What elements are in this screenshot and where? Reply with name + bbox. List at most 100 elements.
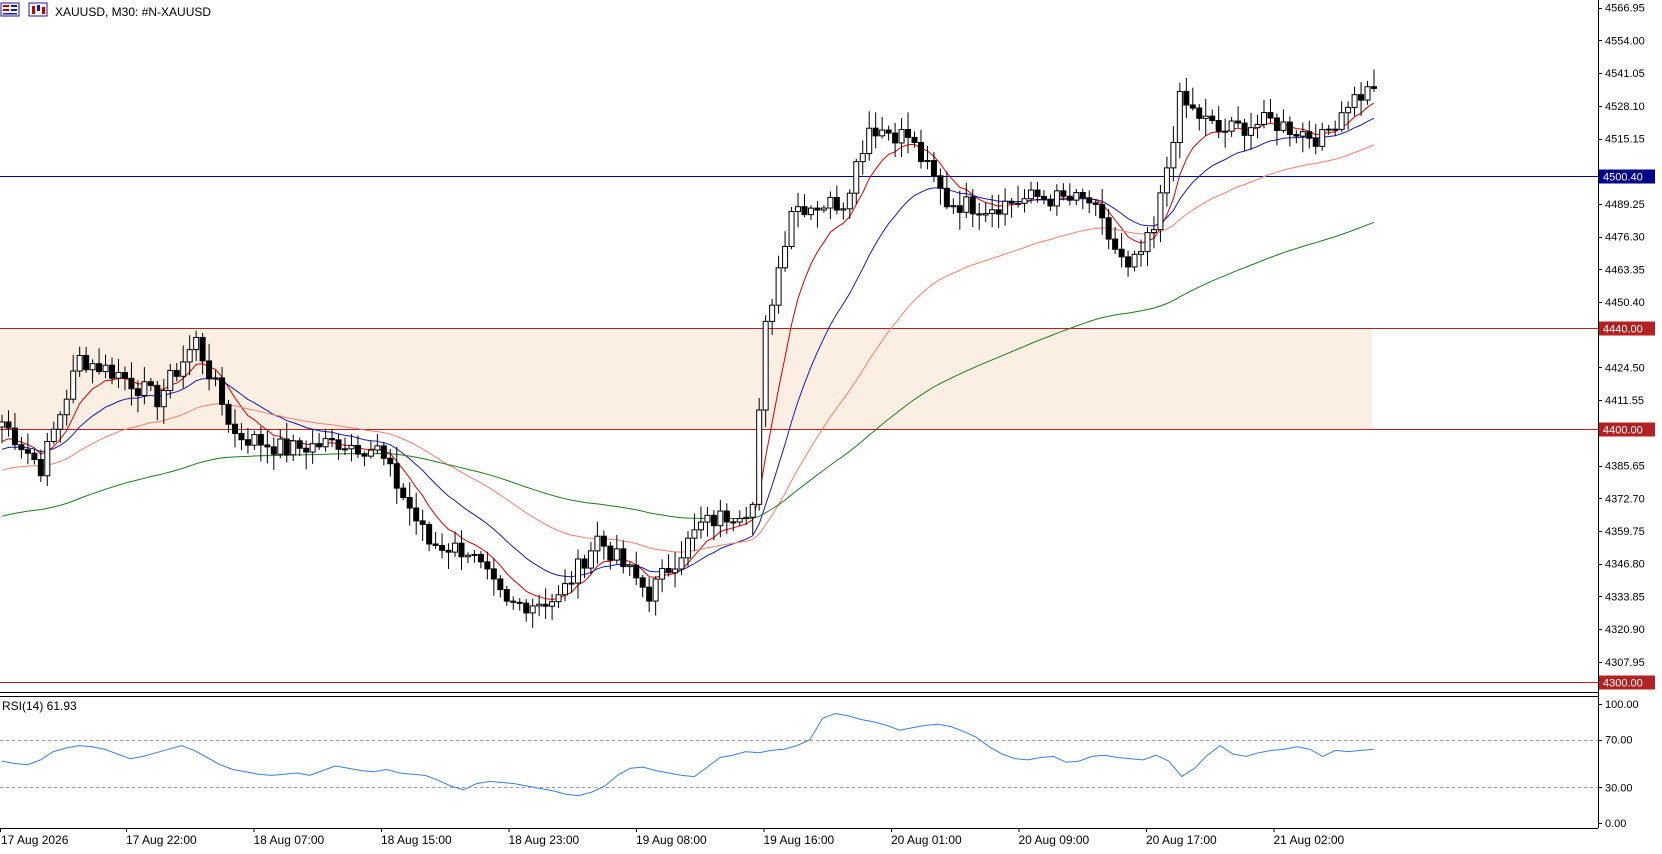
candle[interactable]: [251, 430, 258, 450]
candle[interactable]: [820, 205, 827, 213]
candle[interactable]: [1079, 188, 1086, 210]
candle[interactable]: [659, 559, 666, 593]
candle[interactable]: [89, 359, 96, 384]
candle[interactable]: [464, 552, 471, 563]
candle[interactable]: [730, 517, 737, 532]
candle[interactable]: [1241, 118, 1248, 151]
candle[interactable]: [1170, 126, 1177, 182]
candle[interactable]: [484, 551, 491, 580]
candle[interactable]: [665, 554, 672, 577]
candle[interactable]: [885, 125, 892, 141]
candle[interactable]: [1319, 122, 1326, 151]
candle[interactable]: [866, 111, 873, 161]
candle[interactable]: [342, 437, 348, 456]
candle[interactable]: [555, 585, 562, 608]
candle[interactable]: [452, 531, 459, 557]
candle[interactable]: [1299, 122, 1306, 153]
candle[interactable]: [367, 440, 374, 459]
candle[interactable]: [937, 168, 944, 205]
candle[interactable]: [917, 129, 924, 169]
candle[interactable]: [225, 399, 232, 433]
candle[interactable]: [697, 506, 704, 539]
candle[interactable]: [1105, 209, 1112, 250]
candle[interactable]: [859, 140, 866, 175]
candle[interactable]: [167, 363, 174, 399]
candle[interactable]: [490, 558, 497, 596]
candle[interactable]: [374, 433, 381, 455]
candle[interactable]: [581, 554, 588, 579]
candle[interactable]: [134, 380, 141, 413]
candle[interactable]: [710, 510, 717, 541]
candle[interactable]: [633, 551, 640, 586]
candle[interactable]: [769, 299, 776, 335]
candle[interactable]: [141, 367, 148, 405]
candle[interactable]: [147, 377, 154, 392]
candle[interactable]: [128, 362, 135, 406]
candle[interactable]: [277, 429, 284, 459]
candle[interactable]: [219, 366, 226, 416]
candle[interactable]: [1351, 86, 1358, 117]
candle[interactable]: [5, 410, 12, 437]
bar-chart-icon[interactable]: [0, 2, 20, 17]
candle[interactable]: [1235, 106, 1242, 128]
candle[interactable]: [613, 534, 620, 564]
candle[interactable]: [1260, 99, 1267, 129]
candle[interactable]: [892, 122, 899, 157]
candle[interactable]: [1125, 250, 1132, 277]
candle[interactable]: [510, 596, 517, 610]
candle[interactable]: [801, 194, 808, 218]
candle[interactable]: [296, 437, 303, 457]
candle[interactable]: [516, 598, 523, 611]
candle[interactable]: [523, 599, 530, 622]
candle[interactable]: [497, 575, 504, 598]
candle[interactable]: [44, 432, 51, 486]
candle[interactable]: [1358, 82, 1365, 116]
candle[interactable]: [930, 152, 937, 183]
candle[interactable]: [193, 330, 200, 362]
candle[interactable]: [549, 593, 556, 620]
candle[interactable]: [879, 116, 886, 139]
candle[interactable]: [756, 398, 763, 511]
candle[interactable]: [426, 521, 433, 552]
candle[interactable]: [1364, 80, 1371, 105]
candle[interactable]: [290, 434, 297, 462]
candle[interactable]: [814, 201, 821, 228]
candle[interactable]: [1040, 190, 1047, 205]
candle[interactable]: [1028, 181, 1034, 204]
candlestick-chart-icon[interactable]: [28, 2, 48, 17]
candle[interactable]: [393, 446, 400, 504]
candle[interactable]: [1338, 101, 1345, 132]
candle[interactable]: [115, 358, 122, 389]
candle[interactable]: [704, 506, 711, 537]
candle[interactable]: [678, 541, 685, 576]
candle[interactable]: [924, 145, 931, 170]
candle[interactable]: [419, 509, 426, 541]
candle[interactable]: [63, 389, 70, 426]
candle[interactable]: [950, 198, 957, 215]
candle[interactable]: [354, 435, 361, 458]
candle[interactable]: [309, 428, 316, 464]
candle[interactable]: [76, 346, 83, 377]
candle[interactable]: [1196, 104, 1203, 131]
candle[interactable]: [50, 421, 57, 445]
candle[interactable]: [1371, 69, 1377, 93]
candle[interactable]: [1267, 98, 1274, 123]
candle[interactable]: [238, 422, 245, 451]
candle[interactable]: [31, 449, 38, 465]
candle[interactable]: [1002, 188, 1009, 226]
candle[interactable]: [1073, 188, 1080, 206]
candle[interactable]: [1086, 190, 1093, 214]
candle[interactable]: [529, 598, 536, 628]
candle[interactable]: [853, 158, 860, 205]
candle[interactable]: [1248, 112, 1255, 151]
candle[interactable]: [335, 433, 342, 460]
candle[interactable]: [121, 366, 128, 391]
candle[interactable]: [905, 112, 912, 154]
candle[interactable]: [723, 503, 730, 534]
candle[interactable]: [400, 483, 407, 501]
candle[interactable]: [380, 442, 387, 466]
candle[interactable]: [1176, 82, 1183, 159]
candle[interactable]: [1047, 194, 1054, 211]
candle[interactable]: [1202, 98, 1209, 136]
candle[interactable]: [18, 436, 25, 459]
